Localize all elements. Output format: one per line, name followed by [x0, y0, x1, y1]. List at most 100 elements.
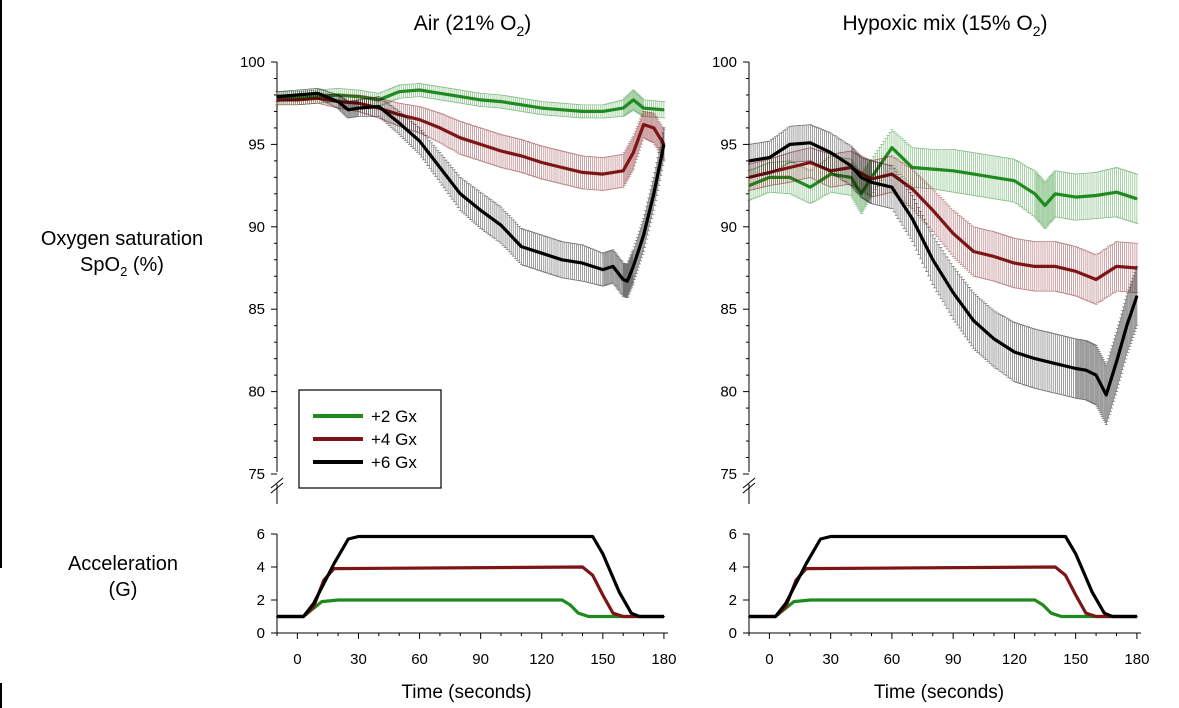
data-point — [748, 160, 750, 162]
data-point — [1105, 394, 1108, 396]
y-tick-label: 80 — [248, 384, 265, 401]
y-tick-label: 0 — [729, 625, 737, 642]
data-point — [768, 156, 771, 159]
accel-row-label: Acceleration (G) — [23, 551, 223, 603]
series-4gx — [748, 565, 1138, 619]
y-tick-label: 100 — [240, 54, 265, 71]
x-axis-label: Time (seconds) — [874, 682, 1004, 703]
y-tick-label: 80 — [720, 384, 737, 401]
y-tick-label: 2 — [729, 592, 737, 609]
data-point — [561, 599, 563, 601]
data-point — [632, 265, 635, 268]
x-tick-label: 180 — [1124, 651, 1149, 668]
data-point — [1074, 553, 1077, 555]
data-point — [1064, 535, 1067, 538]
data-point — [785, 602, 787, 605]
data-point — [418, 118, 421, 121]
data-point — [1013, 262, 1016, 264]
data-point — [850, 165, 852, 167]
data-point — [1115, 265, 1118, 268]
spo2-label-subscript: 2 — [120, 264, 128, 279]
data-point — [952, 232, 954, 235]
series-4gx — [276, 565, 665, 619]
data-point — [333, 562, 335, 565]
data-point — [520, 245, 523, 248]
data-point — [540, 252, 543, 254]
panel-title-subscript: 2 — [516, 23, 524, 39]
data-point — [829, 151, 832, 154]
axis-break-mark — [742, 482, 756, 494]
data-point — [1060, 615, 1063, 618]
data-point — [1136, 295, 1138, 297]
data-point — [891, 186, 893, 188]
data-point — [591, 574, 594, 577]
data-point — [479, 99, 482, 101]
data-point — [1074, 615, 1077, 618]
y-tick-label: 4 — [729, 559, 737, 576]
data-point — [459, 95, 462, 98]
data-point — [993, 255, 995, 258]
error-bars — [275, 88, 666, 299]
x-tick-label: 30 — [350, 651, 367, 668]
data-point — [581, 110, 584, 113]
data-point — [581, 566, 584, 568]
y-tick-label: 6 — [257, 526, 265, 543]
legend-label: +4 Gx — [371, 430, 417, 449]
data-point — [357, 535, 360, 538]
panel-title-text: Hypoxic mix (15% O — [842, 12, 1032, 35]
x-tick-label: 0 — [765, 651, 773, 668]
series-6gx — [276, 534, 665, 619]
data-point — [602, 110, 604, 113]
spo2-label-line1: Oxygen saturation — [40, 228, 204, 250]
data-point — [418, 140, 421, 142]
data-point — [1095, 615, 1097, 618]
data-point — [520, 155, 523, 157]
x-tick-label: 90 — [472, 651, 489, 668]
panel-title-suffix: ) — [524, 12, 531, 35]
axis-break-mark — [270, 482, 284, 494]
data-point — [337, 100, 339, 103]
data-point — [540, 161, 543, 164]
accel-label-line2: (G) — [108, 579, 138, 601]
data-point — [1044, 204, 1046, 207]
x-tick-label: 120 — [529, 651, 554, 668]
data-point — [347, 538, 350, 540]
data-point — [932, 209, 934, 212]
chart-panel-1: Air (21% O2) 75 80 85 90 95 100 — [240, 12, 666, 504]
data-point — [459, 137, 462, 139]
data-point — [1085, 369, 1087, 372]
series-6gx — [275, 88, 666, 299]
data-point — [1050, 612, 1052, 614]
data-point — [602, 553, 604, 555]
data-point — [993, 176, 995, 179]
data-point — [630, 612, 633, 614]
data-point — [347, 109, 350, 111]
data-point — [809, 186, 812, 188]
data-point — [1054, 566, 1057, 568]
data-point — [793, 600, 795, 603]
data-point — [1103, 612, 1106, 614]
panel-title: Air (21% O2) — [414, 12, 532, 39]
data-point — [1095, 278, 1097, 281]
x-tick-label: 60 — [411, 651, 428, 668]
data-point — [561, 259, 563, 261]
data-point — [1074, 270, 1077, 273]
data-point — [1115, 191, 1118, 193]
data-point — [561, 166, 563, 169]
y-tick-label: 85 — [720, 301, 737, 318]
data-point — [652, 193, 655, 195]
y-tick-label: 95 — [720, 136, 737, 153]
accel-label-line1: Acceleration — [67, 553, 179, 575]
data-point — [642, 107, 645, 109]
y-tick-label: 75 — [720, 466, 737, 483]
data-point — [302, 615, 305, 618]
data-point — [337, 599, 339, 601]
data-point — [789, 143, 791, 146]
data-point — [577, 612, 580, 614]
data-point — [1115, 361, 1118, 363]
data-point — [1013, 351, 1016, 353]
x-tick-label: 150 — [590, 651, 615, 668]
y-tick-label: 4 — [257, 559, 265, 576]
